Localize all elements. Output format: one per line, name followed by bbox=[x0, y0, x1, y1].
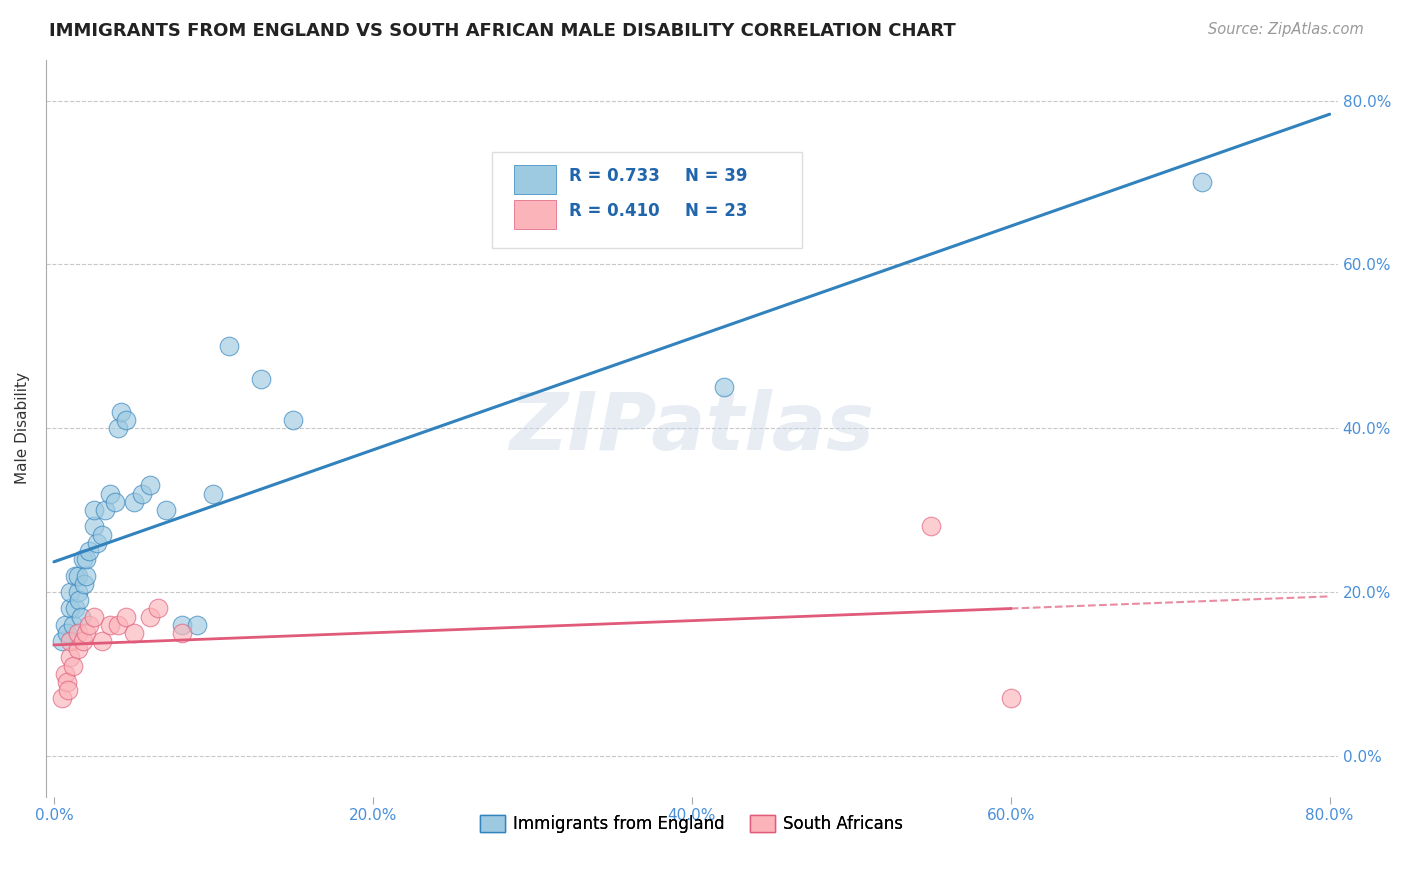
Point bbox=[114, 413, 136, 427]
Point bbox=[66, 626, 89, 640]
Point bbox=[73, 576, 96, 591]
Point bbox=[59, 634, 82, 648]
Point bbox=[53, 617, 76, 632]
Point bbox=[62, 658, 84, 673]
Point bbox=[59, 585, 82, 599]
Point bbox=[920, 519, 942, 533]
Point bbox=[146, 601, 169, 615]
Point bbox=[66, 568, 89, 582]
Bar bbox=[513, 200, 557, 229]
Point bbox=[98, 617, 121, 632]
Point bbox=[94, 503, 117, 517]
Bar bbox=[513, 165, 557, 194]
Point bbox=[131, 486, 153, 500]
Point bbox=[170, 617, 193, 632]
Text: IMMIGRANTS FROM ENGLAND VS SOUTH AFRICAN MALE DISABILITY CORRELATION CHART: IMMIGRANTS FROM ENGLAND VS SOUTH AFRICAN… bbox=[49, 22, 956, 40]
Point bbox=[72, 552, 94, 566]
Point bbox=[63, 601, 86, 615]
Point bbox=[281, 413, 304, 427]
Point bbox=[58, 683, 80, 698]
Point bbox=[107, 617, 129, 632]
Point bbox=[86, 536, 108, 550]
Point bbox=[713, 380, 735, 394]
Point bbox=[202, 486, 225, 500]
Point bbox=[59, 650, 82, 665]
Point bbox=[90, 634, 112, 648]
Point bbox=[75, 626, 97, 640]
Text: R = 0.410: R = 0.410 bbox=[569, 202, 659, 219]
Point bbox=[77, 617, 100, 632]
Point bbox=[138, 478, 160, 492]
Point bbox=[122, 626, 145, 640]
Text: ZIPatlas: ZIPatlas bbox=[509, 389, 875, 467]
Point bbox=[110, 405, 132, 419]
Point bbox=[90, 527, 112, 541]
Point bbox=[51, 634, 73, 648]
Point bbox=[77, 544, 100, 558]
Point bbox=[155, 503, 177, 517]
Legend: Immigrants from England, South Africans: Immigrants from England, South Africans bbox=[474, 808, 910, 840]
Point bbox=[83, 503, 105, 517]
Point bbox=[66, 642, 89, 657]
Point bbox=[59, 601, 82, 615]
Point bbox=[1000, 691, 1022, 706]
Text: Source: ZipAtlas.com: Source: ZipAtlas.com bbox=[1208, 22, 1364, 37]
Point bbox=[1191, 176, 1213, 190]
Point bbox=[69, 593, 91, 607]
Point bbox=[186, 617, 208, 632]
Point bbox=[51, 691, 73, 706]
Point bbox=[98, 486, 121, 500]
Point bbox=[138, 609, 160, 624]
Point bbox=[218, 339, 240, 353]
Point bbox=[250, 372, 273, 386]
Point bbox=[114, 609, 136, 624]
Point bbox=[75, 568, 97, 582]
Point bbox=[170, 626, 193, 640]
Point bbox=[55, 626, 77, 640]
Point bbox=[55, 675, 77, 690]
Point bbox=[83, 519, 105, 533]
Point bbox=[122, 495, 145, 509]
Point bbox=[72, 634, 94, 648]
Point bbox=[53, 666, 76, 681]
Point bbox=[83, 609, 105, 624]
Point bbox=[62, 617, 84, 632]
Point bbox=[103, 495, 125, 509]
Point bbox=[75, 552, 97, 566]
Y-axis label: Male Disability: Male Disability bbox=[15, 372, 30, 484]
Text: N = 23: N = 23 bbox=[685, 202, 748, 219]
FancyBboxPatch shape bbox=[492, 152, 801, 248]
Point bbox=[66, 585, 89, 599]
Point bbox=[70, 609, 93, 624]
Text: R = 0.733: R = 0.733 bbox=[569, 167, 659, 185]
Text: N = 39: N = 39 bbox=[685, 167, 748, 185]
Point bbox=[63, 568, 86, 582]
Point bbox=[107, 421, 129, 435]
